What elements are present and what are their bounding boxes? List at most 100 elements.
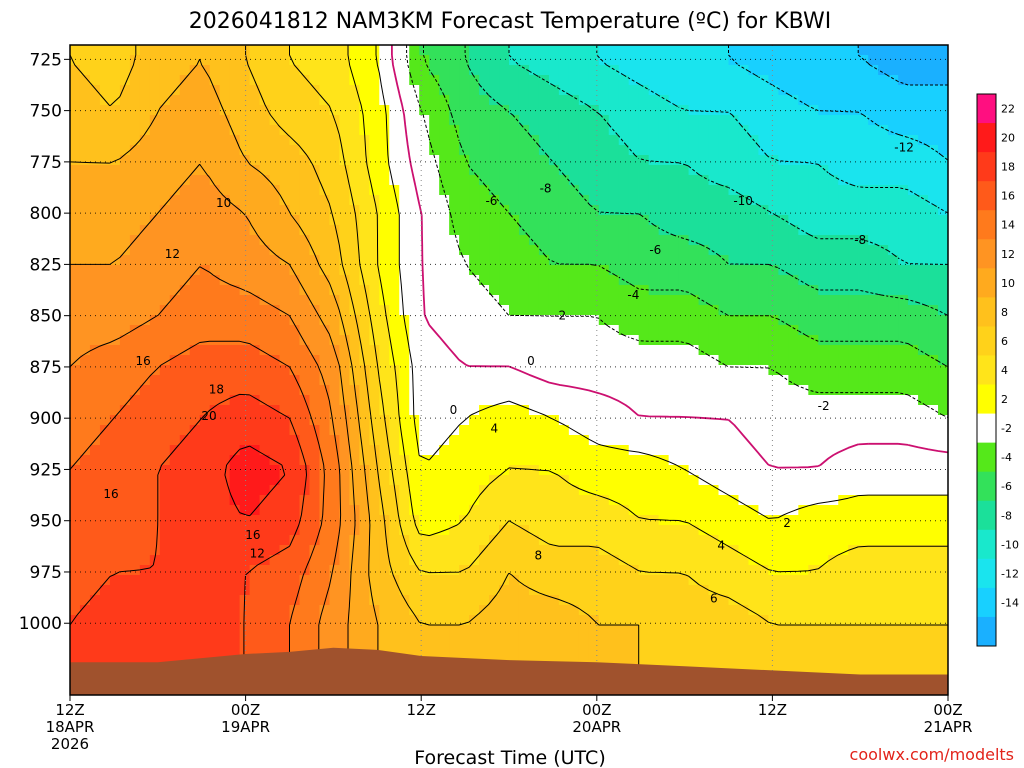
field-cell <box>79 525 91 536</box>
field-cell <box>868 95 879 106</box>
field-cell <box>628 105 640 116</box>
field-cell <box>878 115 889 126</box>
field-cell <box>758 305 770 316</box>
field-cell <box>578 575 590 586</box>
field-cell <box>918 125 929 136</box>
field-cell <box>379 145 390 156</box>
field-cell <box>588 375 600 386</box>
field-cell <box>319 395 331 406</box>
field-cell <box>748 95 760 106</box>
field-cell <box>608 55 620 66</box>
field-cell <box>808 305 819 316</box>
field-cell <box>738 555 750 566</box>
field-cell <box>399 525 410 536</box>
field-cell <box>828 95 839 106</box>
field-cell <box>928 215 939 226</box>
field-cell <box>429 555 440 566</box>
field-cell <box>99 525 111 536</box>
field-cell <box>469 415 480 426</box>
field-cell <box>918 355 929 366</box>
field-cell <box>768 145 779 156</box>
field-cell <box>319 145 331 156</box>
field-cell <box>399 325 410 336</box>
field-cell <box>269 255 281 266</box>
field-cell <box>738 215 750 226</box>
field-cell <box>299 145 311 156</box>
field-cell <box>479 525 490 536</box>
field-cell <box>708 415 720 426</box>
field-cell <box>858 295 869 306</box>
field-cell <box>409 395 420 406</box>
field-cell <box>149 55 161 66</box>
field-cell <box>429 485 440 496</box>
field-cell <box>848 565 859 576</box>
field-cell <box>309 55 321 66</box>
field-cell <box>808 465 819 476</box>
field-cell <box>189 265 201 276</box>
field-cell <box>439 245 450 256</box>
field-cell <box>868 385 879 396</box>
field-cell <box>828 125 839 136</box>
field-cell <box>419 245 430 256</box>
field-cell <box>70 435 81 446</box>
field-cell <box>409 445 420 456</box>
field-cell <box>429 315 440 326</box>
field-cell <box>928 245 939 256</box>
field-cell <box>70 195 81 206</box>
field-cell <box>868 565 879 576</box>
field-cell <box>538 285 550 296</box>
field-cell <box>648 315 660 326</box>
field-cell <box>309 595 321 606</box>
field-cell <box>299 195 311 206</box>
field-cell <box>518 45 530 56</box>
field-cell <box>938 325 948 336</box>
field-cell <box>219 45 231 56</box>
field-cell <box>718 565 730 576</box>
field-cell <box>738 225 750 236</box>
field-cell <box>518 335 530 346</box>
field-cell <box>279 505 291 516</box>
field-cell <box>199 225 211 236</box>
field-cell <box>888 55 899 66</box>
field-cell <box>828 115 839 126</box>
field-cell <box>918 465 929 476</box>
field-cell <box>399 235 410 246</box>
field-cell <box>189 415 201 426</box>
field-cell <box>209 395 221 406</box>
field-cell <box>499 135 510 146</box>
field-cell <box>239 425 251 436</box>
field-cell <box>169 495 181 506</box>
field-cell <box>149 545 161 556</box>
field-cell <box>628 325 640 336</box>
field-cell <box>778 305 789 316</box>
field-cell <box>399 405 410 416</box>
field-cell <box>868 515 879 526</box>
field-cell <box>768 455 779 466</box>
field-cell <box>70 525 81 536</box>
field-cell <box>169 505 181 516</box>
field-cell <box>788 595 799 606</box>
field-cell <box>548 575 560 586</box>
field-cell <box>379 585 390 596</box>
field-cell <box>339 445 350 456</box>
field-cell <box>149 305 161 316</box>
field-cell <box>249 255 261 266</box>
field-cell <box>229 555 241 566</box>
field-cell <box>469 55 480 66</box>
field-cell <box>538 265 550 276</box>
field-cell <box>808 45 819 56</box>
field-cell <box>758 465 770 476</box>
field-cell <box>449 465 460 476</box>
field-cell <box>658 315 670 326</box>
field-cell <box>249 45 261 56</box>
field-cell <box>908 375 919 386</box>
field-cell <box>838 265 849 276</box>
field-cell <box>748 185 760 196</box>
field-cell <box>918 345 929 356</box>
field-cell <box>329 385 340 396</box>
field-cell <box>528 425 540 436</box>
field-cell <box>878 135 889 146</box>
field-cell <box>99 295 111 306</box>
field-cell <box>129 415 141 426</box>
field-cell <box>199 585 211 596</box>
